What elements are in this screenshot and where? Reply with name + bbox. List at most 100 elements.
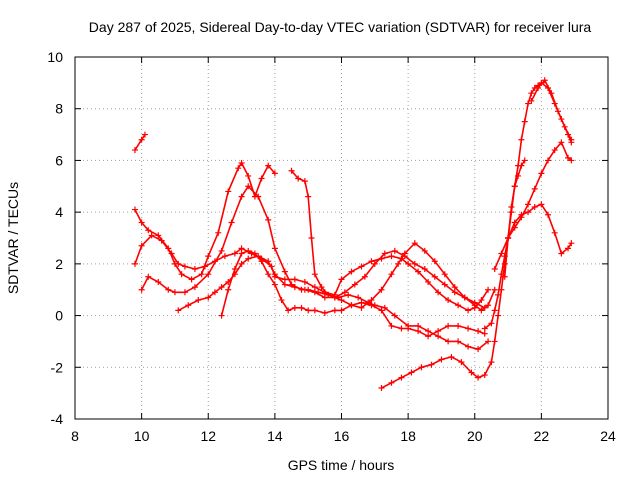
- data-point: [511, 219, 518, 226]
- data-point: [185, 302, 192, 309]
- data-point: [371, 260, 378, 267]
- data-point: [281, 268, 288, 275]
- data-point: [368, 258, 375, 265]
- y-tick-label: 6: [55, 152, 63, 168]
- data-point: [531, 185, 538, 192]
- data-point: [215, 229, 222, 236]
- data-point: [555, 108, 562, 115]
- data-point: [465, 307, 472, 314]
- data-point: [565, 154, 572, 161]
- y-tick-label: -4: [51, 411, 64, 427]
- data-point: [318, 284, 325, 291]
- data-point: [518, 214, 525, 221]
- data-point: [495, 291, 502, 298]
- data-point: [398, 374, 405, 381]
- data-point: [445, 338, 452, 345]
- x-tick-label: 16: [334, 428, 350, 444]
- data-point: [381, 304, 388, 311]
- data-point: [518, 136, 525, 143]
- data-point: [511, 224, 518, 231]
- y-axis-label: SDTVAR / TECUs: [5, 182, 21, 294]
- data-point: [415, 328, 422, 335]
- data-point: [171, 289, 178, 296]
- data-point: [398, 325, 405, 332]
- data-point: [191, 266, 198, 273]
- x-tick-label: 12: [200, 428, 216, 444]
- data-point: [481, 325, 488, 332]
- data-point: [331, 307, 338, 314]
- data-point: [451, 284, 458, 291]
- data-point: [565, 245, 572, 252]
- y-tick-label: 0: [55, 308, 63, 324]
- data-point: [491, 266, 498, 273]
- data-point: [405, 260, 412, 267]
- chart-title: Day 287 of 2025, Sidereal Day-to-day VTE…: [89, 19, 592, 35]
- data-point: [568, 240, 575, 247]
- data-point: [368, 302, 375, 309]
- data-point: [138, 136, 145, 143]
- data-point: [478, 307, 485, 314]
- data-point: [231, 266, 238, 273]
- data-point: [225, 286, 232, 293]
- data-point: [478, 297, 485, 304]
- data-point: [451, 289, 458, 296]
- data-point: [311, 271, 318, 278]
- data-point: [435, 289, 442, 296]
- data-point: [285, 307, 292, 314]
- data-point: [295, 175, 302, 182]
- data-point: [391, 312, 398, 319]
- data-point: [251, 250, 258, 257]
- data-point: [301, 286, 308, 293]
- data-point: [528, 90, 535, 97]
- series-trace-a: [134, 134, 146, 151]
- data-point: [311, 307, 318, 314]
- data-point: [131, 147, 138, 154]
- data-point: [505, 235, 512, 241]
- data-point: [441, 281, 448, 288]
- data-point: [205, 253, 212, 260]
- data-point: [291, 284, 298, 291]
- data-point: [485, 286, 492, 293]
- data-point: [521, 118, 528, 125]
- data-point: [201, 263, 208, 270]
- data-point: [568, 136, 575, 143]
- data-point: [391, 247, 398, 254]
- data-point: [551, 147, 558, 154]
- data-point: [358, 304, 365, 311]
- data-point: [361, 273, 368, 280]
- data-point: [271, 245, 278, 252]
- data-point: [521, 157, 528, 164]
- x-tick-label: 24: [600, 428, 616, 444]
- data-point: [148, 232, 155, 239]
- data-point: [265, 271, 272, 278]
- data-point: [168, 250, 175, 257]
- data-point: [305, 307, 312, 314]
- data-point: [431, 258, 438, 265]
- data-point: [138, 242, 145, 249]
- data-point: [461, 294, 468, 301]
- data-point: [155, 278, 162, 285]
- data-point: [181, 263, 188, 270]
- data-point: [415, 322, 422, 329]
- data-point: [401, 250, 408, 257]
- data-point: [558, 250, 565, 257]
- data-point: [481, 372, 488, 379]
- data-point: [345, 291, 352, 298]
- data-point: [131, 206, 138, 213]
- data-point: [545, 211, 552, 218]
- data-point: [355, 294, 362, 301]
- y-tick-label: 10: [47, 49, 63, 65]
- data-point: [255, 193, 262, 200]
- data-point: [301, 278, 308, 285]
- data-point: [291, 276, 298, 283]
- data-point: [465, 343, 472, 350]
- data-point: [435, 333, 442, 340]
- data-point: [145, 273, 152, 280]
- data-point: [475, 374, 482, 381]
- data-point: [338, 276, 345, 283]
- data-point: [271, 271, 278, 278]
- data-point: [341, 289, 348, 296]
- data-point: [448, 353, 455, 360]
- data-point: [145, 227, 152, 234]
